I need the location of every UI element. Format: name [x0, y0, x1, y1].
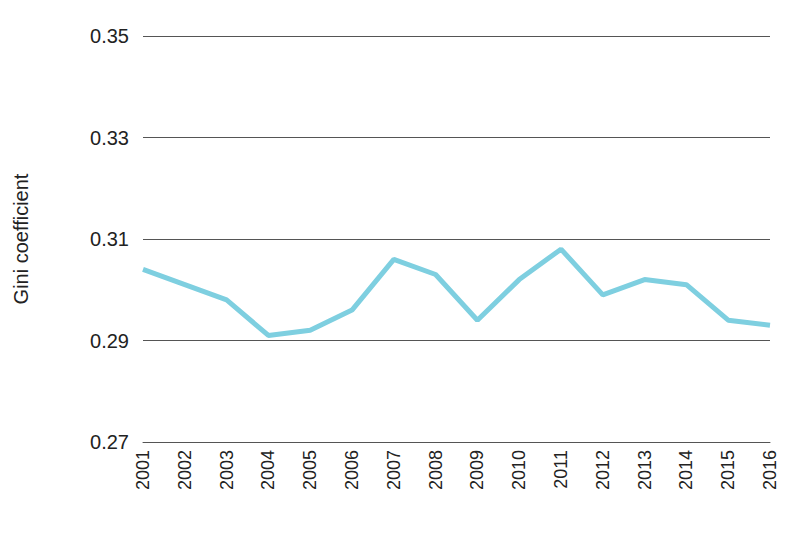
svg-text:2006: 2006 [342, 450, 362, 490]
svg-text:2007: 2007 [384, 450, 404, 490]
svg-text:0.35: 0.35 [90, 25, 129, 47]
svg-text:2003: 2003 [217, 450, 237, 490]
svg-text:2002: 2002 [175, 450, 195, 490]
svg-text:2004: 2004 [258, 450, 278, 490]
svg-text:0.31: 0.31 [90, 228, 129, 250]
svg-text:2010: 2010 [509, 450, 529, 490]
svg-text:2015: 2015 [718, 450, 738, 490]
svg-text:2008: 2008 [426, 450, 446, 490]
svg-text:0.33: 0.33 [90, 127, 129, 149]
svg-text:0.29: 0.29 [90, 330, 129, 352]
svg-text:2005: 2005 [300, 450, 320, 490]
svg-text:2011: 2011 [551, 450, 571, 489]
svg-text:2013: 2013 [635, 450, 655, 490]
svg-text:Gini coefficient: Gini coefficient [10, 173, 32, 304]
svg-text:2012: 2012 [593, 450, 613, 490]
svg-text:2001: 2001 [133, 450, 153, 490]
svg-text:0.27: 0.27 [90, 431, 129, 453]
svg-text:2016: 2016 [760, 450, 780, 490]
svg-text:2009: 2009 [467, 450, 487, 490]
svg-text:2014: 2014 [676, 450, 696, 490]
